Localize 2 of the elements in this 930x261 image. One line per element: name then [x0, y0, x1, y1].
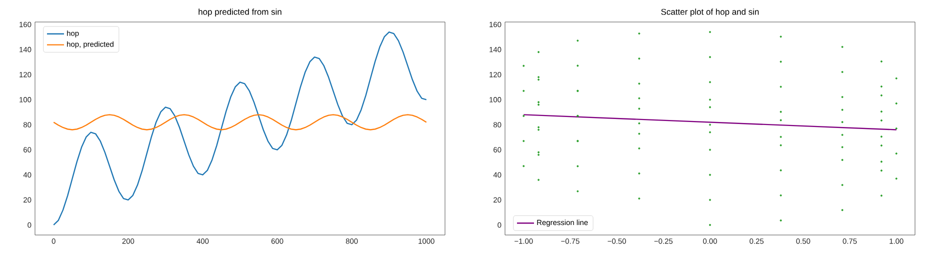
chart-title: Scatter plot of hop and sin [661, 8, 759, 16]
chart-title: hop predicted from sin [198, 8, 282, 16]
